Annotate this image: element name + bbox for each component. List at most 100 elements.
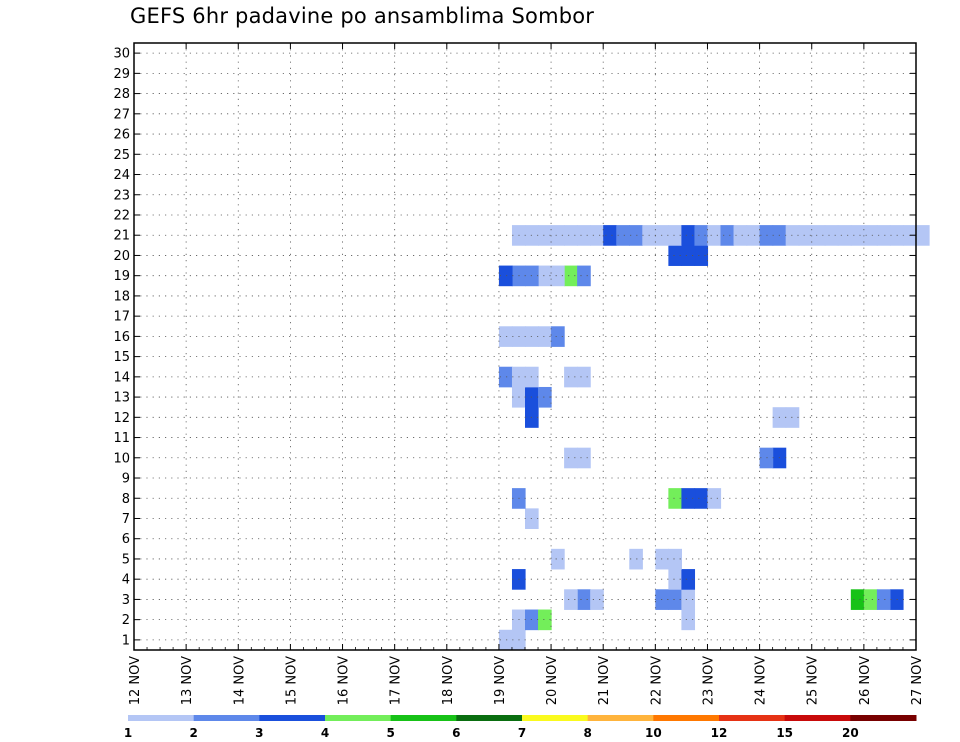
x-tick-label: 16 NOV bbox=[337, 656, 352, 705]
colorbar-swatch bbox=[522, 715, 589, 721]
colorbar-label: 4 bbox=[321, 726, 329, 740]
colorbar-swatch bbox=[653, 715, 720, 721]
heatmap-cell bbox=[564, 225, 578, 246]
colorbar-swatch bbox=[456, 715, 523, 721]
heatmap-cell bbox=[681, 245, 696, 266]
y-tick-label: 3 bbox=[122, 593, 130, 608]
y-tick-label: 8 bbox=[122, 492, 130, 507]
heatmap-cell bbox=[694, 245, 709, 266]
heatmap-cell bbox=[603, 225, 617, 246]
colorbar-swatch bbox=[719, 715, 786, 721]
colorbar-label: 20 bbox=[842, 726, 859, 740]
heatmap-cell bbox=[668, 569, 682, 590]
y-tick-label: 2 bbox=[122, 613, 130, 628]
x-tick-label: 24 NOV bbox=[754, 656, 769, 705]
x-tick-label: 18 NOV bbox=[441, 656, 456, 705]
x-tick-label: 17 NOV bbox=[389, 656, 404, 705]
heatmap-cell bbox=[681, 225, 696, 246]
heatmap-cell bbox=[616, 225, 630, 246]
heatmap-cell bbox=[681, 589, 696, 610]
heatmap-cell bbox=[538, 609, 552, 631]
colorbar-label: 8 bbox=[583, 726, 591, 740]
heatmap-cell bbox=[916, 225, 930, 246]
heatmap-cell bbox=[551, 326, 565, 347]
colorbar-swatch bbox=[390, 715, 457, 721]
heatmap-cell bbox=[785, 407, 800, 428]
y-tick-label: 14 bbox=[113, 370, 130, 385]
y-tick-label: 18 bbox=[113, 289, 130, 304]
heatmap-cell bbox=[668, 225, 682, 246]
heatmap-cell bbox=[577, 265, 591, 287]
x-tick-label: 13 NOV bbox=[180, 656, 195, 705]
heatmap-cell bbox=[564, 447, 578, 469]
heatmap-cell bbox=[564, 366, 578, 388]
x-tick-label: 25 NOV bbox=[806, 656, 821, 705]
heatmap-cell bbox=[538, 386, 552, 408]
heatmap-cell bbox=[681, 609, 696, 631]
heatmap-cell bbox=[590, 225, 604, 246]
heatmap-cell bbox=[590, 589, 604, 610]
y-tick-label: 6 bbox=[122, 532, 130, 547]
x-tick-label: 20 NOV bbox=[545, 656, 560, 705]
heatmap-cell bbox=[498, 366, 513, 388]
x-tick-label: 15 NOV bbox=[284, 656, 299, 705]
heatmap-cell bbox=[577, 589, 591, 610]
colorbar-label: 15 bbox=[776, 726, 793, 740]
y-tick-label: 4 bbox=[122, 573, 130, 588]
x-tick-label: 22 NOV bbox=[649, 656, 664, 705]
x-tick-label: 21 NOV bbox=[597, 656, 612, 705]
y-tick-label: 5 bbox=[122, 552, 130, 567]
heatmap-cell bbox=[668, 589, 682, 610]
y-tick-label: 12 bbox=[113, 411, 130, 426]
y-tick-label: 20 bbox=[113, 249, 130, 264]
heatmap-cell bbox=[577, 225, 591, 246]
heatmap-cell bbox=[498, 629, 513, 651]
heatmap-cell bbox=[551, 225, 565, 246]
y-tick-label: 13 bbox=[113, 391, 130, 406]
heatmap-cell bbox=[551, 265, 565, 287]
heatmap-cell bbox=[564, 589, 578, 610]
colorbar-swatch bbox=[325, 715, 392, 721]
y-tick-label: 11 bbox=[113, 431, 130, 446]
heatmap-cell bbox=[681, 569, 696, 590]
y-axis: 1234567891011121314151617181920212223242… bbox=[113, 47, 916, 648]
heatmap-cell bbox=[824, 225, 839, 246]
y-tick-label: 19 bbox=[113, 269, 130, 284]
heatmap-cell bbox=[694, 488, 709, 509]
colorbar-swatch bbox=[128, 715, 195, 721]
x-tick-label: 23 NOV bbox=[701, 656, 716, 705]
heatmap-cell bbox=[629, 548, 643, 570]
heatmap-cell bbox=[577, 447, 591, 469]
heatmap-cell bbox=[863, 225, 878, 246]
heatmap-cell bbox=[498, 326, 513, 347]
y-tick-label: 10 bbox=[113, 451, 130, 466]
colorbar-label: 2 bbox=[189, 726, 197, 740]
heatmap-cell bbox=[668, 488, 682, 509]
colorbar-label: 10 bbox=[645, 726, 662, 740]
x-tick-label: 19 NOV bbox=[493, 656, 508, 705]
heatmap-cell bbox=[538, 326, 552, 347]
heatmap-cell bbox=[668, 548, 682, 570]
colorbar-swatch bbox=[193, 715, 260, 721]
y-tick-label: 23 bbox=[113, 188, 130, 203]
x-tick-label: 26 NOV bbox=[858, 656, 873, 705]
colorbar: 1 2 3 4 5 6 7 8 10 12 15 20 bbox=[124, 715, 917, 740]
y-tick-label: 22 bbox=[113, 208, 130, 223]
y-tick-label: 30 bbox=[113, 47, 130, 62]
heatmap-cell bbox=[577, 366, 591, 388]
colorbar-label: 7 bbox=[518, 726, 526, 740]
colorbar-label: 6 bbox=[452, 726, 460, 740]
heatmap-cell bbox=[837, 225, 852, 246]
colorbar-swatch bbox=[587, 715, 654, 721]
colorbar-label: 5 bbox=[386, 726, 394, 740]
heatmap-cell bbox=[876, 225, 891, 246]
heatmap-cell bbox=[564, 265, 578, 287]
x-tick-label: 14 NOV bbox=[232, 656, 247, 705]
colorbar-swatch bbox=[784, 715, 851, 721]
y-tick-label: 16 bbox=[113, 330, 130, 345]
y-tick-label: 17 bbox=[113, 310, 130, 325]
heatmap-cell bbox=[707, 225, 722, 246]
grid-layer bbox=[133, 43, 917, 650]
colorbar-label: 12 bbox=[711, 726, 728, 740]
